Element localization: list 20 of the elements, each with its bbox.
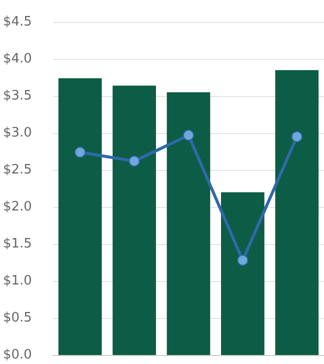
bar — [58, 78, 102, 355]
y-tick-label: $2.0 — [3, 200, 32, 214]
y-tick-label: $1.0 — [3, 274, 32, 288]
y-tick-label: $3.5 — [3, 88, 32, 104]
point — [291, 131, 302, 142]
y-tick-label: $2.5 — [3, 162, 32, 178]
point — [128, 156, 140, 167]
point — [74, 146, 86, 158]
bar — [112, 86, 156, 355]
y-tick-label: $1.5 — [3, 236, 32, 252]
bar — [166, 92, 210, 355]
bar — [221, 192, 264, 355]
point — [183, 130, 194, 141]
y-tick-label: $4.5 — [3, 14, 32, 30]
y-tick-label: $3.0 — [3, 126, 32, 140]
bar — [275, 70, 319, 355]
y-tick-label: $0.5 — [3, 310, 32, 326]
y-tick-label: $0.0 — [3, 348, 32, 362]
point — [237, 254, 248, 266]
y-tick-label: $4.0 — [3, 52, 32, 66]
